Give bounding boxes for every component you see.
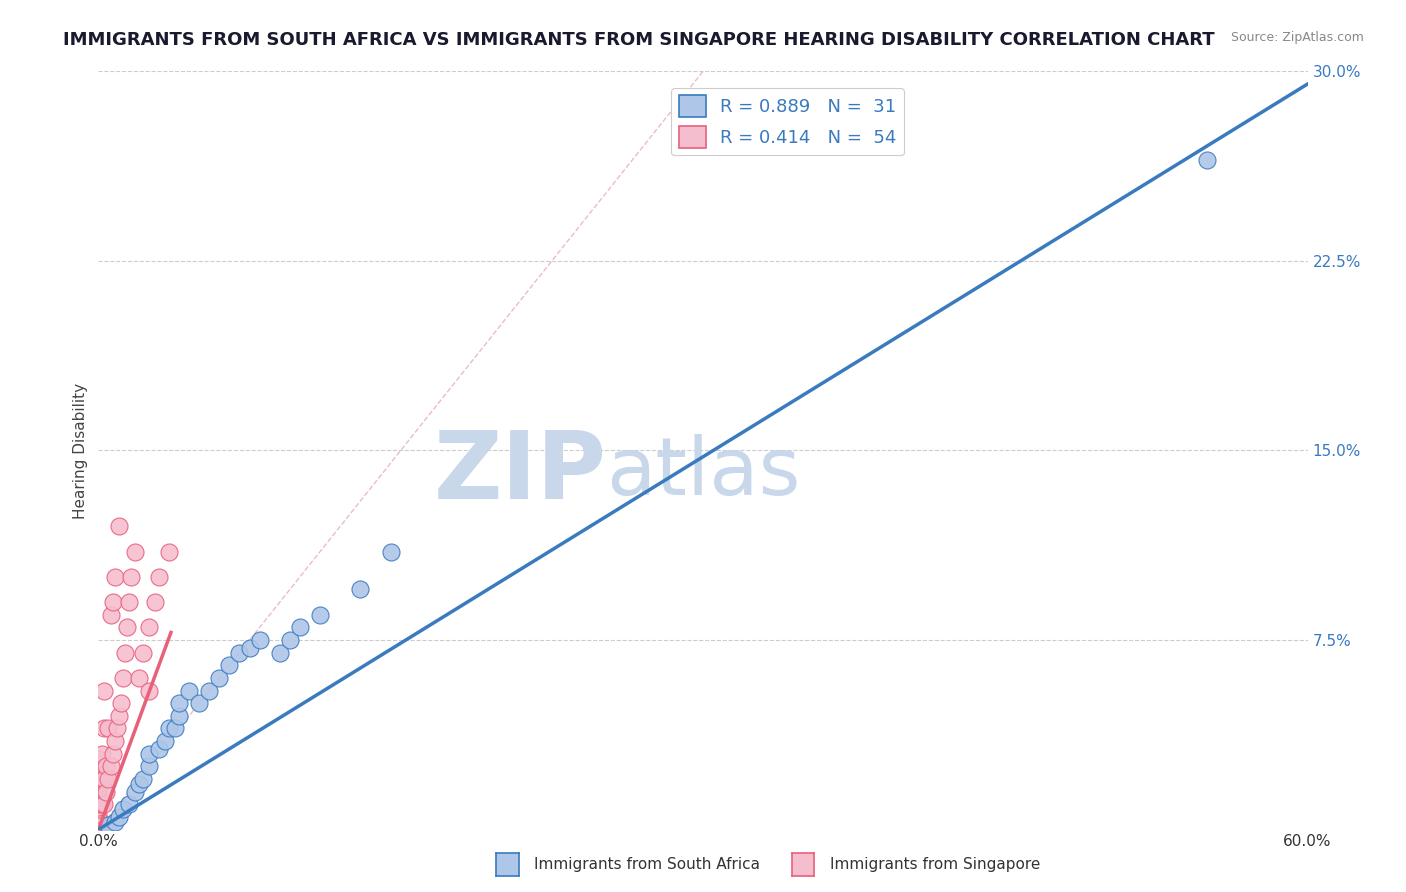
Point	[87, 789, 110, 804]
Y-axis label: Hearing Disability: Hearing Disability	[73, 383, 89, 518]
Point	[239, 640, 262, 655]
Point	[93, 683, 115, 698]
Point	[107, 810, 129, 824]
Point	[87, 785, 110, 799]
Point	[111, 671, 134, 685]
Point	[105, 722, 128, 736]
Point	[87, 817, 110, 831]
Point	[132, 772, 155, 786]
Legend: R = 0.889   N =  31, R = 0.414   N =  54: R = 0.889 N = 31, R = 0.414 N = 54	[672, 88, 904, 155]
Point	[138, 620, 160, 634]
Point	[153, 734, 176, 748]
Point	[87, 822, 110, 837]
Point	[87, 767, 110, 781]
Point	[110, 696, 132, 710]
Point	[87, 800, 110, 814]
Point	[97, 817, 120, 831]
Point	[87, 752, 110, 766]
Point	[87, 802, 110, 816]
Point	[107, 519, 129, 533]
Point	[101, 595, 124, 609]
Point	[167, 708, 190, 723]
Point	[349, 582, 371, 597]
Text: IMMIGRANTS FROM SOUTH AFRICA VS IMMIGRANTS FROM SINGAPORE HEARING DISABILITY COR: IMMIGRANTS FROM SOUTH AFRICA VS IMMIGRAN…	[63, 31, 1215, 49]
Point	[143, 595, 166, 609]
Point	[269, 646, 291, 660]
Point	[87, 815, 110, 830]
Text: Immigrants from South Africa: Immigrants from South Africa	[534, 857, 761, 872]
Point	[87, 820, 110, 834]
Point	[101, 747, 124, 761]
Point	[288, 620, 311, 634]
Point	[114, 646, 136, 660]
Point	[124, 544, 146, 558]
Point	[100, 607, 122, 622]
Point	[157, 544, 180, 558]
Point	[96, 759, 118, 773]
Point	[87, 820, 110, 834]
Point	[128, 671, 150, 685]
Point	[188, 696, 211, 710]
Point	[87, 797, 110, 812]
Point	[138, 759, 160, 773]
Point	[93, 772, 115, 786]
Point	[111, 802, 134, 816]
Point	[103, 570, 125, 584]
Point	[103, 734, 125, 748]
Point	[179, 683, 201, 698]
Point	[309, 607, 332, 622]
Point	[128, 777, 150, 791]
Point	[148, 570, 170, 584]
Point	[96, 785, 118, 799]
Point	[87, 822, 110, 837]
Point	[118, 797, 141, 812]
Point	[124, 785, 146, 799]
Point	[87, 807, 110, 822]
Point	[138, 683, 160, 698]
Point	[87, 810, 110, 824]
Point	[249, 633, 271, 648]
Point	[167, 696, 190, 710]
Point	[163, 722, 186, 736]
Point	[107, 708, 129, 723]
Point	[132, 646, 155, 660]
Point	[278, 633, 301, 648]
Point	[87, 759, 110, 773]
Point	[97, 772, 120, 786]
Point	[218, 658, 240, 673]
Point	[118, 595, 141, 609]
Point	[91, 747, 114, 761]
Point	[87, 792, 110, 806]
Point	[1195, 153, 1218, 167]
Text: atlas: atlas	[606, 434, 800, 512]
Point	[228, 646, 250, 660]
Text: Source: ZipAtlas.com: Source: ZipAtlas.com	[1230, 31, 1364, 45]
Point	[198, 683, 221, 698]
Point	[138, 747, 160, 761]
Text: Immigrants from Singapore: Immigrants from Singapore	[830, 857, 1040, 872]
Point	[208, 671, 231, 685]
Text: ZIP: ZIP	[433, 427, 606, 519]
Point	[87, 772, 110, 786]
Point	[157, 722, 180, 736]
Point	[103, 815, 125, 830]
Point	[148, 741, 170, 756]
Point	[100, 759, 122, 773]
Point	[97, 722, 120, 736]
Point	[115, 620, 138, 634]
Point	[93, 797, 115, 812]
Point	[87, 777, 110, 791]
Point	[91, 797, 114, 812]
Point	[120, 570, 142, 584]
Point	[91, 772, 114, 786]
Point	[380, 544, 402, 558]
Point	[93, 722, 115, 736]
Point	[87, 782, 110, 797]
